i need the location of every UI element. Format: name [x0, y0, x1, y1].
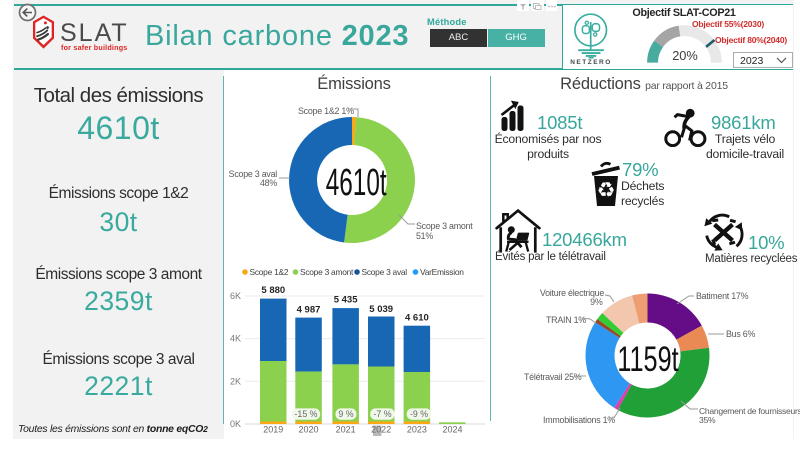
svg-text:for safer buildings: for safer buildings — [61, 43, 128, 52]
svg-text:2020: 2020 — [298, 425, 318, 435]
svg-text:-7 %: -7 % — [373, 409, 391, 419]
svg-text:SLAT: SLAT — [60, 19, 129, 47]
svg-text:Scope 3 aval: Scope 3 aval — [362, 267, 408, 277]
svg-text:2024: 2024 — [442, 425, 462, 435]
svg-text:4 987: 4 987 — [297, 305, 321, 316]
svg-text:2K: 2K — [230, 376, 241, 386]
svg-text:5 039: 5 039 — [369, 304, 393, 315]
svg-text:2023: 2023 — [407, 425, 427, 435]
svg-text:Scope 1&2: Scope 1&2 — [250, 267, 289, 277]
svg-text:VarEmission: VarEmission — [420, 267, 464, 277]
svg-text:6K: 6K — [230, 291, 241, 301]
svg-text:2021: 2021 — [336, 425, 356, 435]
svg-text:5 880: 5 880 — [261, 285, 285, 296]
svg-text:4 610: 4 610 — [405, 313, 429, 324]
svg-text:Scope 3 amont: Scope 3 amont — [300, 267, 354, 277]
svg-text:2022: 2022 — [371, 425, 391, 435]
svg-text:2019: 2019 — [263, 425, 283, 435]
svg-text:9 %: 9 % — [338, 409, 353, 419]
svg-text:-15 %: -15 % — [295, 409, 318, 419]
svg-text:0K: 0K — [230, 419, 241, 429]
svg-text:-9 %: -9 % — [410, 409, 428, 419]
svg-text:4K: 4K — [230, 334, 241, 344]
svg-text:5 435: 5 435 — [334, 295, 358, 306]
svg-text:♻: ♻ — [597, 179, 616, 202]
